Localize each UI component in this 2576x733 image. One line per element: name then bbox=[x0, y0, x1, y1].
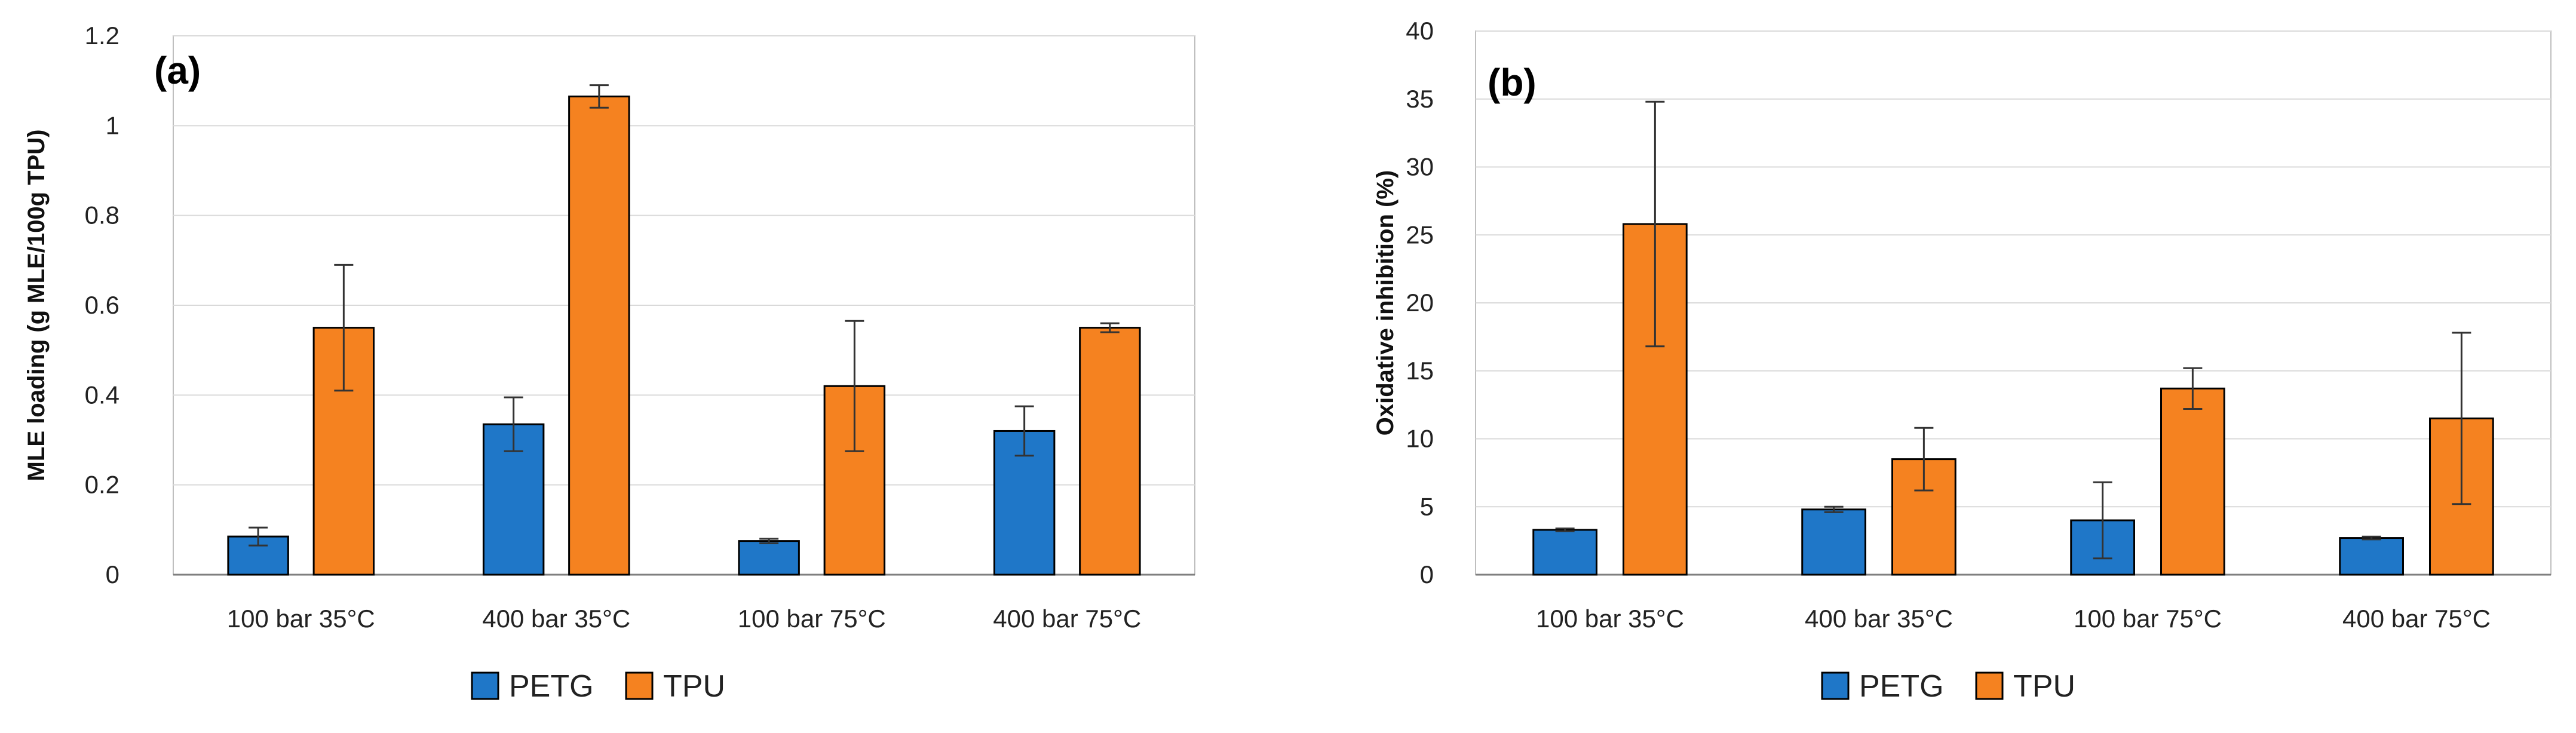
y-tick-label: 0.8 bbox=[85, 201, 119, 229]
y-tick-label: 0 bbox=[1420, 560, 1434, 588]
y-tick-label: 15 bbox=[1406, 357, 1434, 385]
y-tick-label: 0.2 bbox=[85, 471, 119, 499]
panel-a: 0 0.2 0.4 0.6 0.8 1 1.2 MLE loading (g MLE/100g… bbox=[23, 22, 1195, 704]
tpu-bar bbox=[2160, 387, 2225, 576]
category-label: 400 bar 35°C bbox=[1805, 605, 1953, 633]
y-tick-label: 25 bbox=[1406, 220, 1434, 249]
petg-bar bbox=[2339, 537, 2404, 576]
legend-label-petg: PETG bbox=[509, 669, 594, 704]
y-tick-label: 10 bbox=[1406, 425, 1434, 453]
y-tick-label: 20 bbox=[1406, 289, 1434, 317]
y-tick-label: 0.6 bbox=[85, 291, 119, 319]
y-tick-label: 0 bbox=[106, 560, 119, 588]
tpu-bar bbox=[312, 327, 375, 576]
y-tick-label: 5 bbox=[1420, 492, 1434, 520]
category-label: 100 bar 75°C bbox=[2074, 605, 2222, 633]
legend-label-petg: PETG bbox=[1859, 669, 1944, 704]
legend-swatch-tpu bbox=[1975, 671, 2004, 700]
y-axis-label: MLE loading (g MLE/100g TPU) bbox=[23, 130, 50, 481]
y-tick-label: 1.2 bbox=[85, 22, 119, 50]
legend-swatch-petg bbox=[1821, 671, 1850, 700]
panel-label: (b) bbox=[1488, 61, 1537, 104]
category-label: 100 bar 75°C bbox=[738, 605, 886, 633]
legend-label-tpu: TPU bbox=[663, 669, 725, 704]
category-label: 400 bar 35°C bbox=[482, 605, 630, 633]
legend-swatch-petg bbox=[471, 671, 499, 700]
category-label: 400 bar 75°C bbox=[993, 605, 1141, 633]
category-label: 400 bar 75°C bbox=[2342, 605, 2491, 633]
panel-b: 0 5 10 15 20 25 30 35 40 Oxidative inhibition (%)… bbox=[1372, 17, 2552, 704]
y-tick-label: 0.4 bbox=[85, 381, 119, 409]
y-tick-label: 40 bbox=[1406, 17, 1434, 45]
legend-label-tpu: TPU bbox=[2013, 669, 2075, 704]
tpu-bar bbox=[1079, 327, 1141, 576]
y-tick-label: 1 bbox=[106, 111, 119, 139]
petg-bar bbox=[1532, 529, 1597, 576]
y-tick-label: 30 bbox=[1406, 153, 1434, 181]
category-label: 100 bar 35°C bbox=[227, 605, 375, 633]
tpu-bar bbox=[568, 95, 630, 576]
panel-label: (a) bbox=[154, 49, 201, 92]
y-tick-label: 35 bbox=[1406, 85, 1434, 113]
y-axis-label: Oxidative inhibition (%) bbox=[1372, 170, 1399, 435]
legend-swatch-tpu bbox=[625, 671, 654, 700]
petg-bar bbox=[738, 540, 800, 576]
category-label: 100 bar 35°C bbox=[1536, 605, 1684, 633]
petg-bar bbox=[1801, 508, 1866, 576]
